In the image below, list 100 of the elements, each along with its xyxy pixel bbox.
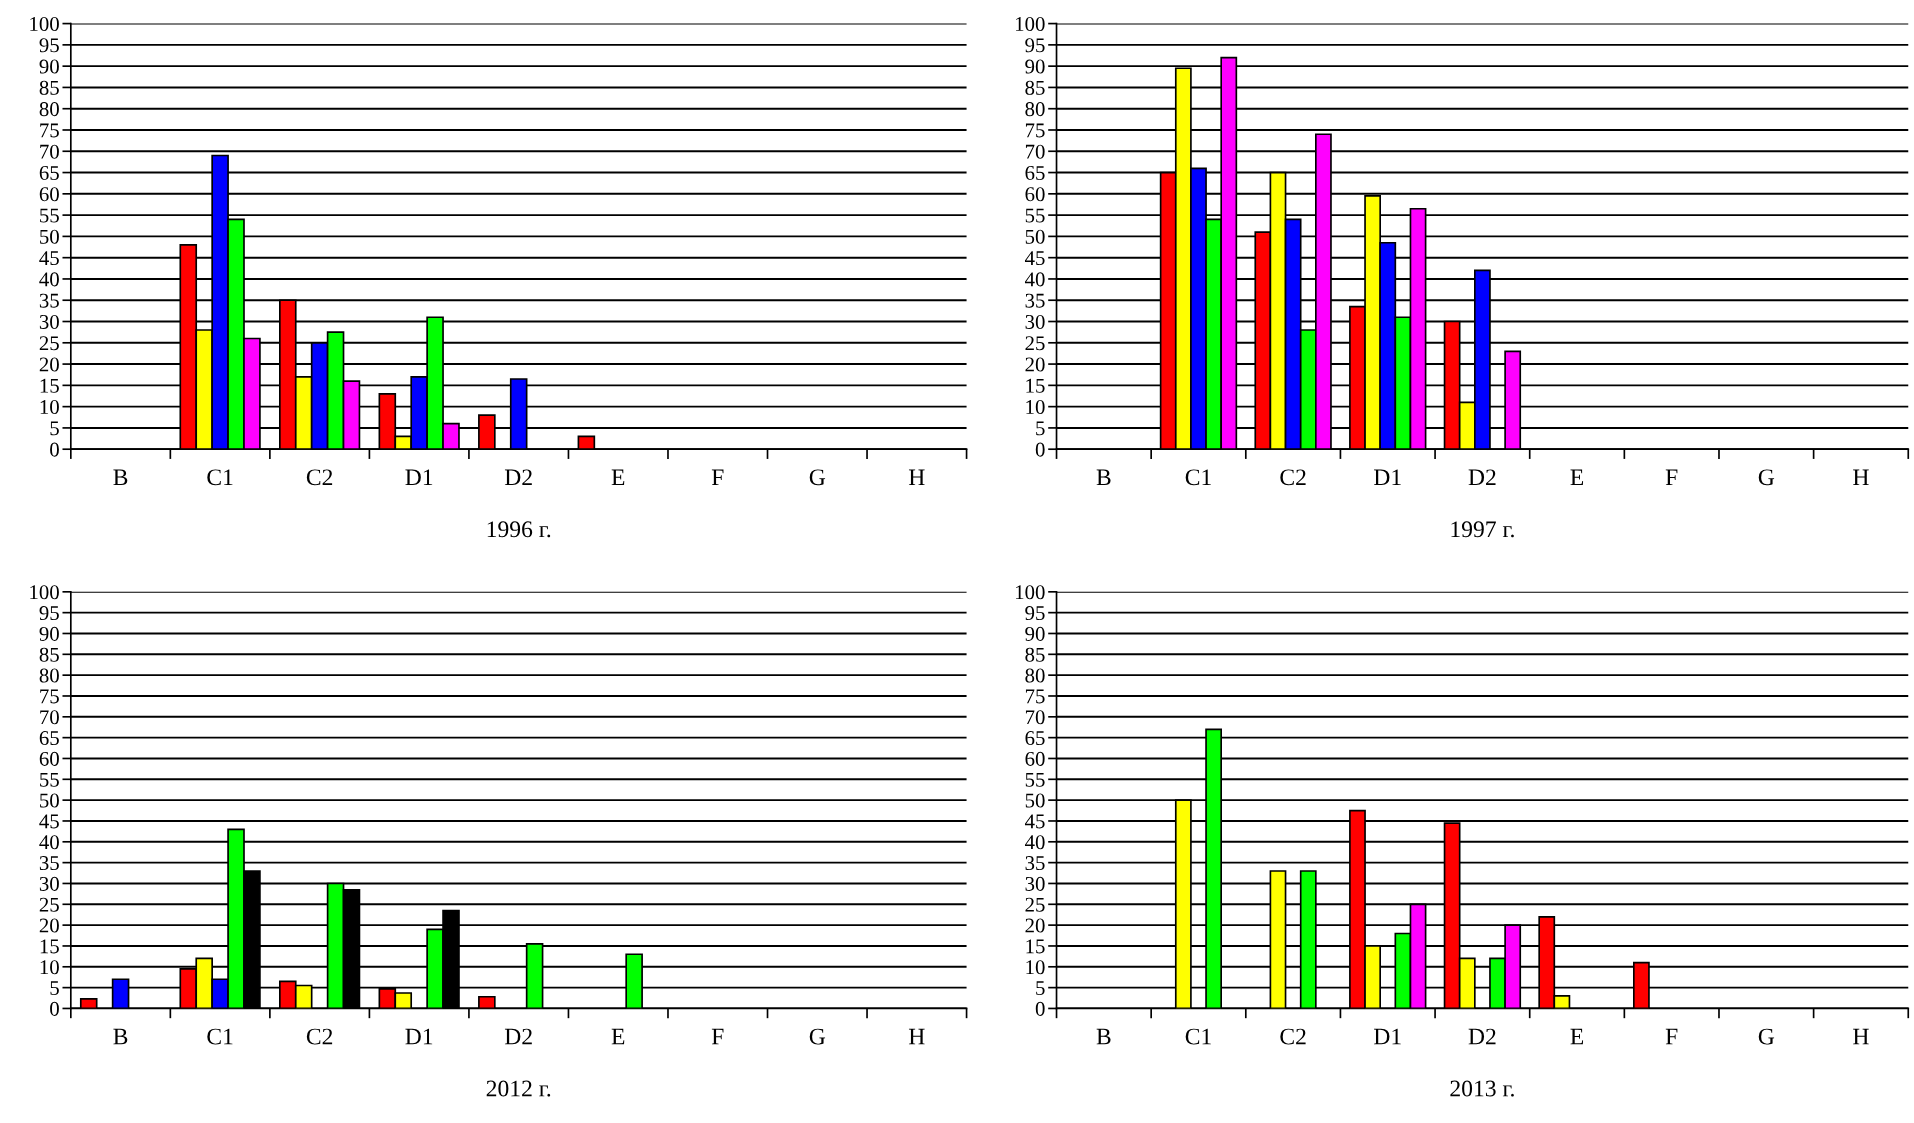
y-tick-label: 10 (40, 400, 59, 415)
x-tick-label: B (1096, 469, 1111, 486)
y-tick-label: 65 (1025, 165, 1045, 180)
y-tick-label: 0 (1035, 442, 1045, 457)
x-tick-label: F (711, 469, 724, 486)
x-tick-label: G (1758, 1028, 1775, 1045)
x-tick-label: H (908, 469, 925, 486)
x-tick-label: D1 (405, 469, 433, 486)
y-tick-label: 75 (40, 123, 59, 138)
y-tick-label: 85 (39, 80, 59, 95)
y-tick-label: 80 (1025, 668, 1045, 683)
y-tick-label: 20 (1025, 357, 1045, 372)
y-tick-label: 30 (1025, 314, 1045, 329)
y-tick-label: 60 (39, 751, 59, 766)
y-tick-label: 80 (1025, 102, 1045, 117)
x-tick-label: C2 (306, 469, 333, 486)
y-tick-label: 50 (1025, 229, 1045, 244)
y-tick-label: 45 (1024, 814, 1045, 829)
y-tick-label: 5 (1036, 421, 1045, 436)
x-tick-label: D2 (504, 1028, 532, 1045)
x-tick-label: H (908, 1028, 925, 1045)
y-tick-label: 70 (1025, 710, 1045, 725)
y-tick-label: 25 (1025, 336, 1045, 351)
y-tick-label: 60 (1025, 187, 1045, 202)
x-tick-label: F (1665, 469, 1678, 486)
x-tick-label: C1 (1185, 1028, 1211, 1045)
y-tick-label: 40 (39, 272, 59, 287)
y-tick-label: 75 (1025, 123, 1045, 138)
x-tick-label: C2 (306, 1028, 333, 1045)
y-tick-label: 50 (40, 229, 59, 244)
y-tick-label: 60 (1025, 751, 1045, 766)
x-tick-label: D2 (504, 469, 532, 486)
x-tick-label: G (809, 1028, 826, 1045)
y-tick-label: 65 (39, 731, 59, 746)
y-tick-label: 10 (1026, 400, 1045, 415)
y-tick-label: 30 (39, 314, 59, 329)
y-tick-label: 80 (39, 102, 59, 117)
y-tick-label: 15 (1026, 378, 1045, 393)
y-tick-label: 45 (39, 251, 59, 266)
x-tick-label: C2 (1280, 469, 1306, 486)
x-tick-label: B (113, 1028, 128, 1045)
y-tick-label: 95 (1025, 606, 1045, 621)
x-tick-label: D1 (1374, 1028, 1401, 1045)
x-axis-title: 2013 г. (1450, 1080, 1514, 1097)
y-tick-label: 20 (39, 918, 59, 933)
y-tick-label: 65 (1025, 731, 1045, 746)
y-tick-label: 0 (50, 1001, 59, 1016)
y-tick-label: 10 (40, 960, 59, 975)
y-tick-label: 55 (1025, 772, 1045, 787)
y-tick-label: 30 (39, 876, 59, 891)
y-tick-label: 40 (1024, 835, 1045, 850)
y-tick-label: 95 (1025, 38, 1045, 53)
y-tick-label: 25 (1025, 897, 1045, 912)
y-tick-label: 70 (1025, 144, 1045, 159)
x-tick-label: E (1570, 1028, 1584, 1045)
x-tick-label: D1 (1374, 469, 1401, 486)
y-tick-label: 25 (39, 336, 59, 351)
x-tick-label: D2 (1468, 1028, 1496, 1045)
y-tick-label: 40 (39, 835, 59, 850)
x-tick-label: G (809, 469, 826, 486)
x-tick-label: C2 (1280, 1028, 1306, 1045)
y-tick-label: 70 (40, 144, 59, 159)
x-axis-title: 2012 г. (486, 1080, 551, 1097)
y-tick-label: 5 (1036, 981, 1045, 996)
x-tick-label: C1 (207, 469, 233, 486)
y-tick-label: 5 (50, 981, 59, 996)
x-tick-label: E (611, 1028, 625, 1045)
x-tick-label: G (1758, 469, 1775, 486)
y-tick-label: 50 (1025, 793, 1045, 808)
y-tick-label: 35 (1025, 293, 1045, 308)
y-tick-label: 35 (1025, 856, 1045, 871)
x-tick-label: F (1665, 1028, 1678, 1045)
y-tick-label: 85 (1025, 647, 1045, 662)
x-tick-label: D1 (405, 1028, 433, 1045)
y-tick-label: 100 (1016, 585, 1045, 600)
y-tick-label: 85 (1025, 80, 1045, 95)
y-tick-label: 100 (1016, 16, 1045, 32)
y-tick-label: 95 (39, 606, 59, 621)
x-tick-label: B (113, 469, 128, 486)
y-tick-label: 45 (39, 814, 59, 829)
y-tick-label: 15 (40, 939, 59, 954)
y-tick-label: 55 (40, 208, 59, 223)
y-tick-label: 90 (39, 626, 59, 641)
x-tick-label: E (611, 469, 625, 486)
y-tick-label: 90 (1025, 626, 1045, 641)
y-tick-label: 100 (30, 16, 59, 32)
y-tick-label: 25 (39, 897, 59, 912)
y-tick-label: 80 (39, 668, 59, 683)
y-tick-label: 65 (39, 165, 59, 180)
y-tick-label: 50 (40, 793, 59, 808)
y-tick-label: 75 (1025, 689, 1045, 704)
y-tick-label: 20 (1025, 918, 1045, 933)
y-tick-label: 35 (39, 293, 59, 308)
x-tick-label: H (1853, 1028, 1869, 1045)
x-tick-label: D2 (1468, 469, 1496, 486)
y-tick-label: 100 (30, 585, 59, 600)
y-tick-label: 90 (1025, 59, 1045, 74)
y-tick-label: 90 (39, 59, 59, 74)
y-tick-label: 5 (50, 421, 59, 436)
y-tick-label: 40 (1024, 272, 1045, 287)
